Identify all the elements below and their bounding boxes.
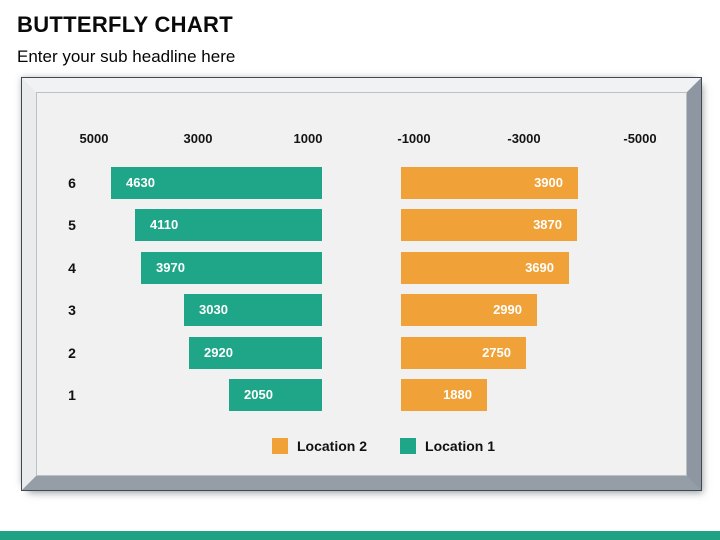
category-label: 3 <box>68 302 76 318</box>
bar-value-label: 2050 <box>244 387 273 402</box>
bar-value-label: 3690 <box>525 260 554 275</box>
bar-value-label: 4110 <box>150 217 179 232</box>
bar-value-label: 2920 <box>204 345 233 360</box>
chart-row-6: 6 4630 3900 <box>37 167 686 199</box>
legend-swatch-location1 <box>400 438 417 454</box>
bar-value-label: 2750 <box>482 345 511 360</box>
chart-row-5: 5 4110 3870 <box>37 209 686 241</box>
bar-left-1: 2050 <box>229 379 322 411</box>
bar-value-label: 3030 <box>199 302 228 317</box>
category-label: 4 <box>68 260 76 276</box>
axis-tick: 3000 <box>183 131 213 146</box>
category-label: 1 <box>68 387 76 403</box>
bar-right-6: 3900 <box>401 167 578 199</box>
page-title: BUTTERFLY CHART <box>17 12 233 37</box>
whiteboard-frame: 5000 3000 1000 -1000 -3000 -5000 6 4630 … <box>21 77 702 491</box>
axis-tick: 5000 <box>79 131 109 146</box>
legend-label-location1: Location 1 <box>425 438 496 454</box>
bar-value-label: 3900 <box>534 175 563 190</box>
chart-row-4: 4 3970 3690 <box>37 252 686 284</box>
bar-left-2: 2920 <box>189 337 322 369</box>
chart-row-2: 2 2920 2750 <box>37 337 686 369</box>
category-label: 6 <box>68 175 76 191</box>
axis-tick: -1000 <box>397 131 431 146</box>
legend: Location 2 Location 1 <box>272 437 495 455</box>
chart-area: 5000 3000 1000 -1000 -3000 -5000 6 4630 … <box>36 92 687 476</box>
bar-value-label: 3970 <box>156 260 185 275</box>
bar-left-6: 4630 <box>111 167 322 199</box>
category-label: 2 <box>68 345 76 361</box>
axis-tick: -3000 <box>507 131 541 146</box>
chart-row-1: 1 2050 1880 <box>37 379 686 411</box>
bar-right-2: 2750 <box>401 337 526 369</box>
bar-left-4: 3970 <box>141 252 322 284</box>
chart-row-3: 3 3030 2990 <box>37 294 686 326</box>
bar-right-5: 3870 <box>401 209 577 241</box>
bar-value-label: 3870 <box>533 217 562 232</box>
bar-right-1: 1880 <box>401 379 487 411</box>
bar-left-5: 4110 <box>135 209 322 241</box>
axis-tick: 1000 <box>293 131 323 146</box>
legend-label-location2: Location 2 <box>297 438 368 454</box>
category-label: 5 <box>68 217 76 233</box>
page-subtitle: Enter your sub headline here <box>17 47 236 66</box>
bar-value-label: 2990 <box>493 302 522 317</box>
bar-left-3: 3030 <box>184 294 322 326</box>
bar-right-4: 3690 <box>401 252 569 284</box>
bar-value-label: 4630 <box>126 175 155 190</box>
bar-right-3: 2990 <box>401 294 537 326</box>
bottom-accent-bar <box>0 531 720 540</box>
bar-value-label: 1880 <box>443 387 472 402</box>
axis-tick: -5000 <box>623 131 657 146</box>
legend-swatch-location2 <box>272 438 288 454</box>
